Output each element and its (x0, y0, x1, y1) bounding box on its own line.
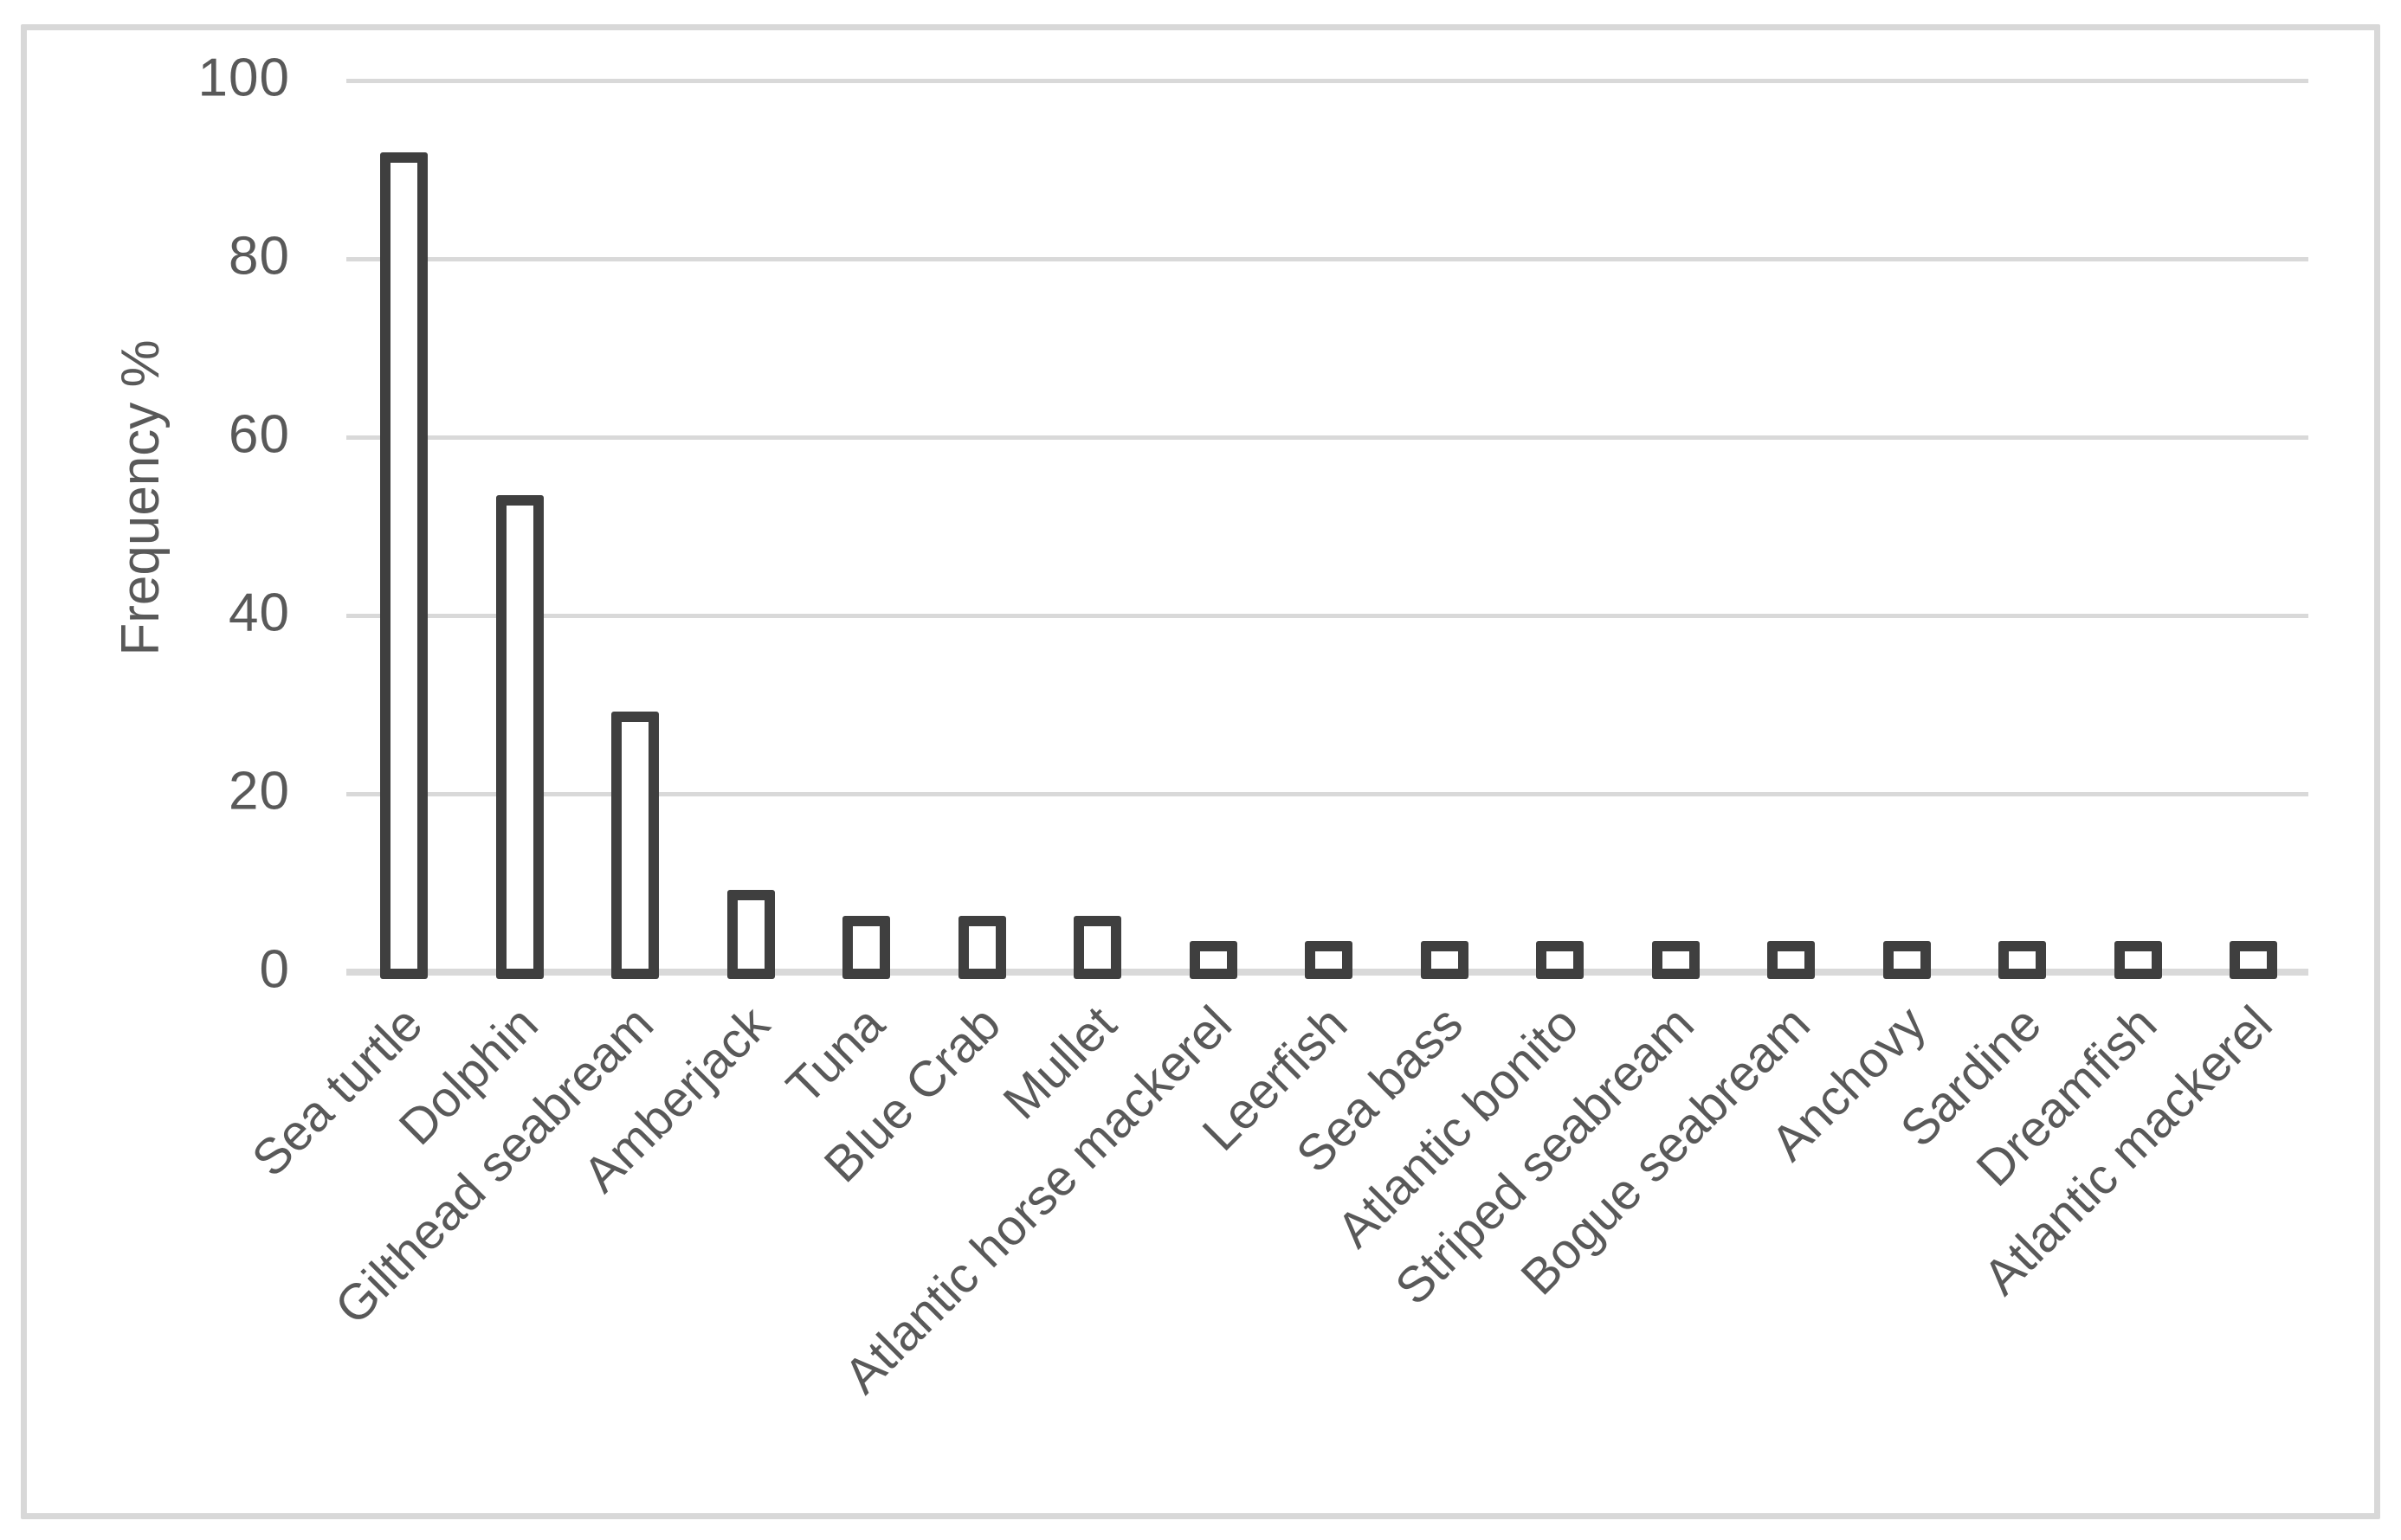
bar (1651, 941, 1700, 979)
bar (2114, 941, 2162, 979)
bar (958, 916, 1006, 979)
y-tick-label: 100 (197, 48, 290, 108)
bar (1882, 941, 1931, 979)
y-tick-label: 80 (229, 226, 290, 287)
bar (1767, 941, 1815, 979)
gridline (346, 791, 2308, 796)
bar (726, 890, 775, 979)
figure-border (21, 24, 2380, 1519)
y-tick-label: 0 (259, 939, 290, 1000)
bar (1998, 941, 2046, 979)
gridline (346, 78, 2308, 83)
bar (495, 495, 544, 979)
y-tick-label: 60 (229, 404, 290, 465)
y-tick-label: 20 (229, 761, 290, 822)
bar (1305, 941, 1352, 979)
bar (1420, 941, 1468, 979)
bar (842, 916, 890, 979)
bar (1536, 941, 1584, 979)
gridline (346, 256, 2308, 261)
y-tick-label: 40 (229, 583, 290, 643)
bar (611, 712, 659, 979)
bar (1074, 916, 1121, 979)
bar (1189, 941, 1237, 979)
gridline (346, 613, 2308, 618)
gridline (346, 435, 2308, 440)
bar (2230, 941, 2277, 979)
bar (380, 151, 428, 979)
